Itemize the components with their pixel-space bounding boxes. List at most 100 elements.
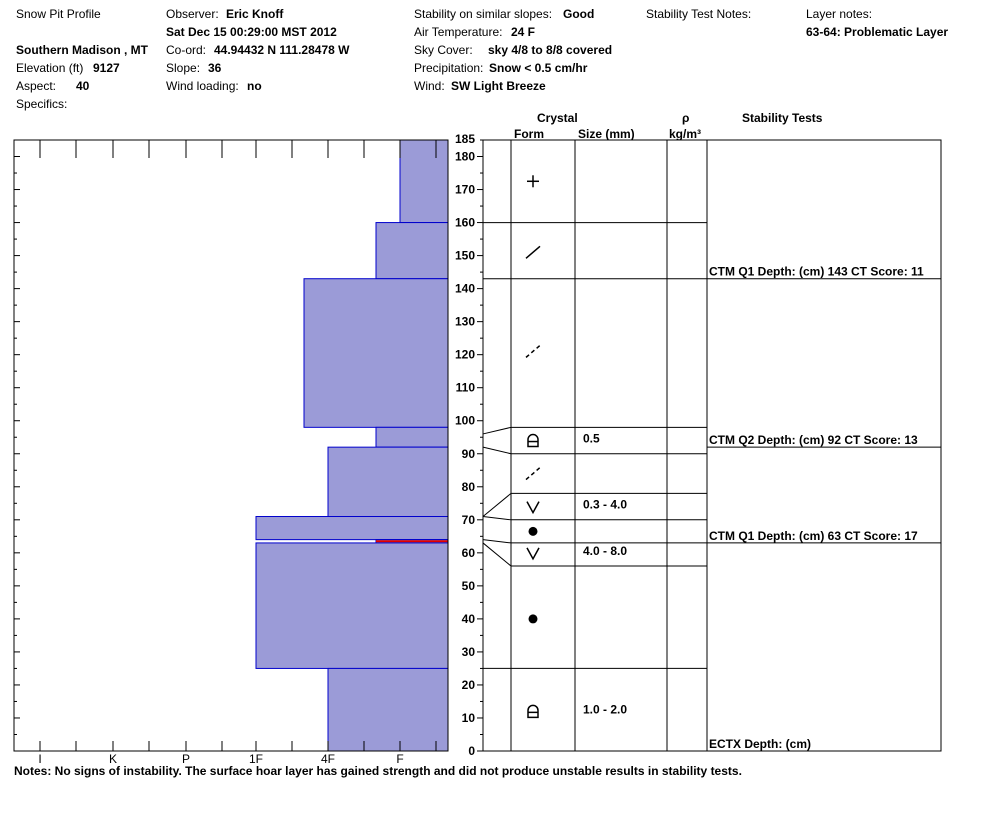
layer-boundary-connector (482, 539, 512, 544)
layer-boundary-connector (482, 426, 512, 435)
layer-boundary-connector (482, 516, 512, 521)
plus-icon (527, 175, 539, 188)
surface-hoar-icon (526, 501, 540, 515)
sky-cover-value: sky 4/8 to 8/8 covered (488, 43, 613, 57)
dot-icon-shape (528, 526, 538, 536)
specifics-label: Specifics: (16, 97, 68, 111)
height-tick-label: 90 (462, 447, 476, 461)
height-tick-label: 140 (455, 282, 475, 296)
height-tick-label: 10 (462, 711, 476, 725)
precip-label: Precipitation: (414, 61, 484, 75)
stability-value: Good (563, 7, 595, 21)
elevation-label: Elevation (ft) (16, 61, 84, 75)
layer-notes-label: Layer notes: (806, 7, 873, 21)
wind-loading-value: no (247, 79, 262, 93)
dashed-slash-icon (525, 344, 541, 358)
height-tick-label: 80 (462, 480, 476, 494)
stability-test-rows: CTM Q1 Depth: (cm) 143 CT Score: 11 CTM Q… (707, 265, 941, 751)
hardness-bar (399, 139, 449, 224)
hardness-label: F (396, 752, 403, 766)
rounded-faceted-icon (527, 433, 539, 448)
surface-hoar-icon-shape (526, 501, 540, 515)
observer-label: Observer: (166, 7, 219, 21)
crystal-heading: Crystal (537, 111, 578, 125)
chart-frames (13, 139, 942, 752)
hardness-label: I (38, 752, 41, 766)
aspect-label: Aspect: (16, 79, 57, 93)
height-tick-label: 185 (455, 132, 475, 146)
rounded-faceted-icon-outline (527, 433, 539, 448)
hardness-axis: I K P 1F 4F F (38, 140, 437, 766)
height-tick-label: 150 (455, 249, 475, 263)
stability-test-result: CTM Q2 Depth: (cm) 92 CT Score: 13 (709, 433, 918, 447)
hardness-bar (255, 516, 449, 541)
stability-test-result: ECTX Depth: (cm) (709, 737, 811, 751)
stability-test-notes-label: Stability Test Notes: (646, 7, 752, 21)
hardness-label: 4F (321, 752, 335, 766)
dot-icon (528, 526, 538, 536)
dashed-slash-icon (525, 467, 541, 481)
rounded-faceted-icon (527, 704, 539, 719)
air-temp-label: Air Temperature: (414, 25, 503, 39)
crystal-size: 1.0 - 2.0 (583, 702, 627, 716)
observer-value: Eric Knoff (226, 7, 284, 21)
height-tick-label: 70 (462, 513, 476, 527)
height-tick-label: 180 (455, 150, 475, 164)
stability-label: Stability on similar slopes: (414, 7, 553, 21)
coord-value: 44.94432 N 111.28478 W (214, 43, 350, 57)
slope-value: 36 (208, 61, 222, 75)
height-tick-label: 50 (462, 579, 476, 593)
form-heading: Form (514, 127, 544, 141)
coord-label: Co-ord: (166, 43, 207, 57)
hardness-bar (375, 426, 449, 448)
layer-rows: 0.5 0.3 - 4.0 4.0 - 8.0 1.0 - 2.0 (482, 175, 707, 719)
precip-value: Snow < 0.5 cm/hr (489, 61, 588, 75)
crystal-size: 0.5 (583, 432, 600, 446)
size-heading: Size (mm) (578, 127, 635, 141)
hardness-frame (13, 139, 449, 752)
height-tick-label: 100 (455, 414, 475, 428)
surface-hoar-icon-shape (526, 547, 540, 561)
location: Southern Madison , MT (16, 43, 148, 57)
density-unit-heading: kg/m³ (669, 127, 702, 141)
hardness-label: K (109, 752, 117, 766)
height-tick-label: 130 (455, 315, 475, 329)
layers-frame (482, 139, 942, 752)
stability-test-result: CTM Q1 Depth: (cm) 63 CT Score: 17 (709, 529, 918, 543)
height-tick-label: 120 (455, 348, 475, 362)
observation-datetime: Sat Dec 15 00:29:00 MST 2012 (166, 25, 337, 39)
hardness-label: P (182, 752, 190, 766)
height-axis: 0 10 20 30 40 50 60 70 80 90 100 110 120 130 140 150 160… (14, 132, 496, 758)
density-heading: ρ (682, 111, 690, 125)
pit-notes: Notes: No signs of instability. The surf… (14, 764, 742, 778)
stability-test-result: CTM Q1 Depth: (cm) 143 CT Score: 11 (709, 265, 924, 279)
air-temp-value: 24 F (511, 25, 536, 39)
layer-boundary-connector (482, 542, 512, 567)
slope-label: Slope: (166, 61, 201, 75)
wind-value: SW Light Breeze (451, 79, 546, 93)
height-tick-label: 160 (455, 216, 475, 230)
hardness-label: 1F (249, 752, 263, 766)
layer-boundary-connector (482, 446, 512, 455)
slash-icon (525, 245, 541, 259)
hardness-bar (375, 222, 449, 280)
stability-tests-heading: Stability Tests (742, 111, 823, 125)
hardness-bar (255, 542, 449, 669)
hardness-bar (327, 446, 449, 518)
dot-icon (528, 614, 538, 624)
hardness-bar (327, 667, 449, 752)
crystal-size: 0.3 - 4.0 (583, 498, 627, 512)
dot-icon-shape (528, 614, 538, 624)
height-tick-label: 0 (468, 744, 475, 758)
rounded-faceted-icon-outline (527, 704, 539, 719)
height-tick-label: 60 (462, 546, 476, 560)
profile-title: Snow Pit Profile (16, 7, 101, 21)
hardness-bar (303, 278, 449, 428)
wind-label: Wind: (414, 79, 445, 93)
slash-icon-line (525, 245, 541, 259)
layer-boundary-connector (482, 493, 512, 517)
layer-notes-value: 63-64: Problematic Layer (806, 25, 949, 39)
dashed-slash-icon-line (525, 467, 541, 481)
wind-loading-label: Wind loading: (166, 79, 239, 93)
